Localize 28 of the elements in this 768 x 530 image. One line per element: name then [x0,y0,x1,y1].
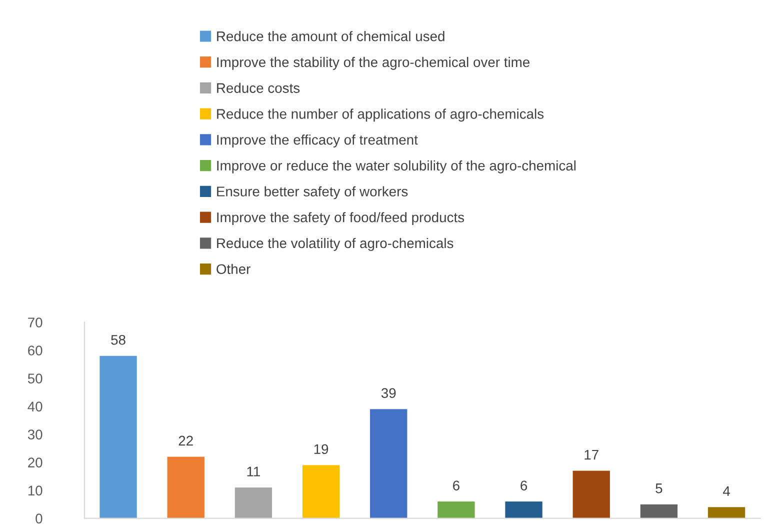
data-label: 39 [381,388,396,398]
data-label: 5 [656,484,662,494]
legend-label: Improve the efficacy of treatment [217,134,418,148]
data-label: 19 [314,444,328,454]
y-tick-label: 30 [28,430,42,440]
y-tick-label: 50 [28,374,42,384]
legend-label: Ensure better safety of workers [217,186,408,200]
legend-label: Improve the stability of the agro-chemical over time [217,56,530,70]
data-label: 22 [178,436,193,446]
y-tick-label: 0 [36,514,42,524]
data-label: 17 [584,450,598,460]
y-tick-label: 60 [28,346,42,356]
data-label: 58 [111,334,126,345]
data-label: 6 [453,480,460,490]
data-label: 11 [247,466,260,476]
legend-label: Improve the safety of food/feed products [217,212,464,226]
y-tick-label: 70 [28,318,42,328]
data-label: 6 [520,480,528,490]
data-label: 4 [722,486,730,496]
y-tick-label: 10 [28,486,42,496]
legend-label: Improve or reduce the water solubility of the agro-chemical [217,160,576,174]
y-tick-label: 40 [28,402,42,412]
legend-label: Reduce the amount of chemical used [217,31,444,42]
legend-label: Reduce costs [217,82,300,93]
legend-label: Reduce the volatility of agro-chemicals [217,238,454,251]
legend-label: Other [216,264,250,274]
legend-label: Reduce the number of applications of agro-chemicals [217,108,544,122]
y-tick-label: 20 [28,458,42,468]
